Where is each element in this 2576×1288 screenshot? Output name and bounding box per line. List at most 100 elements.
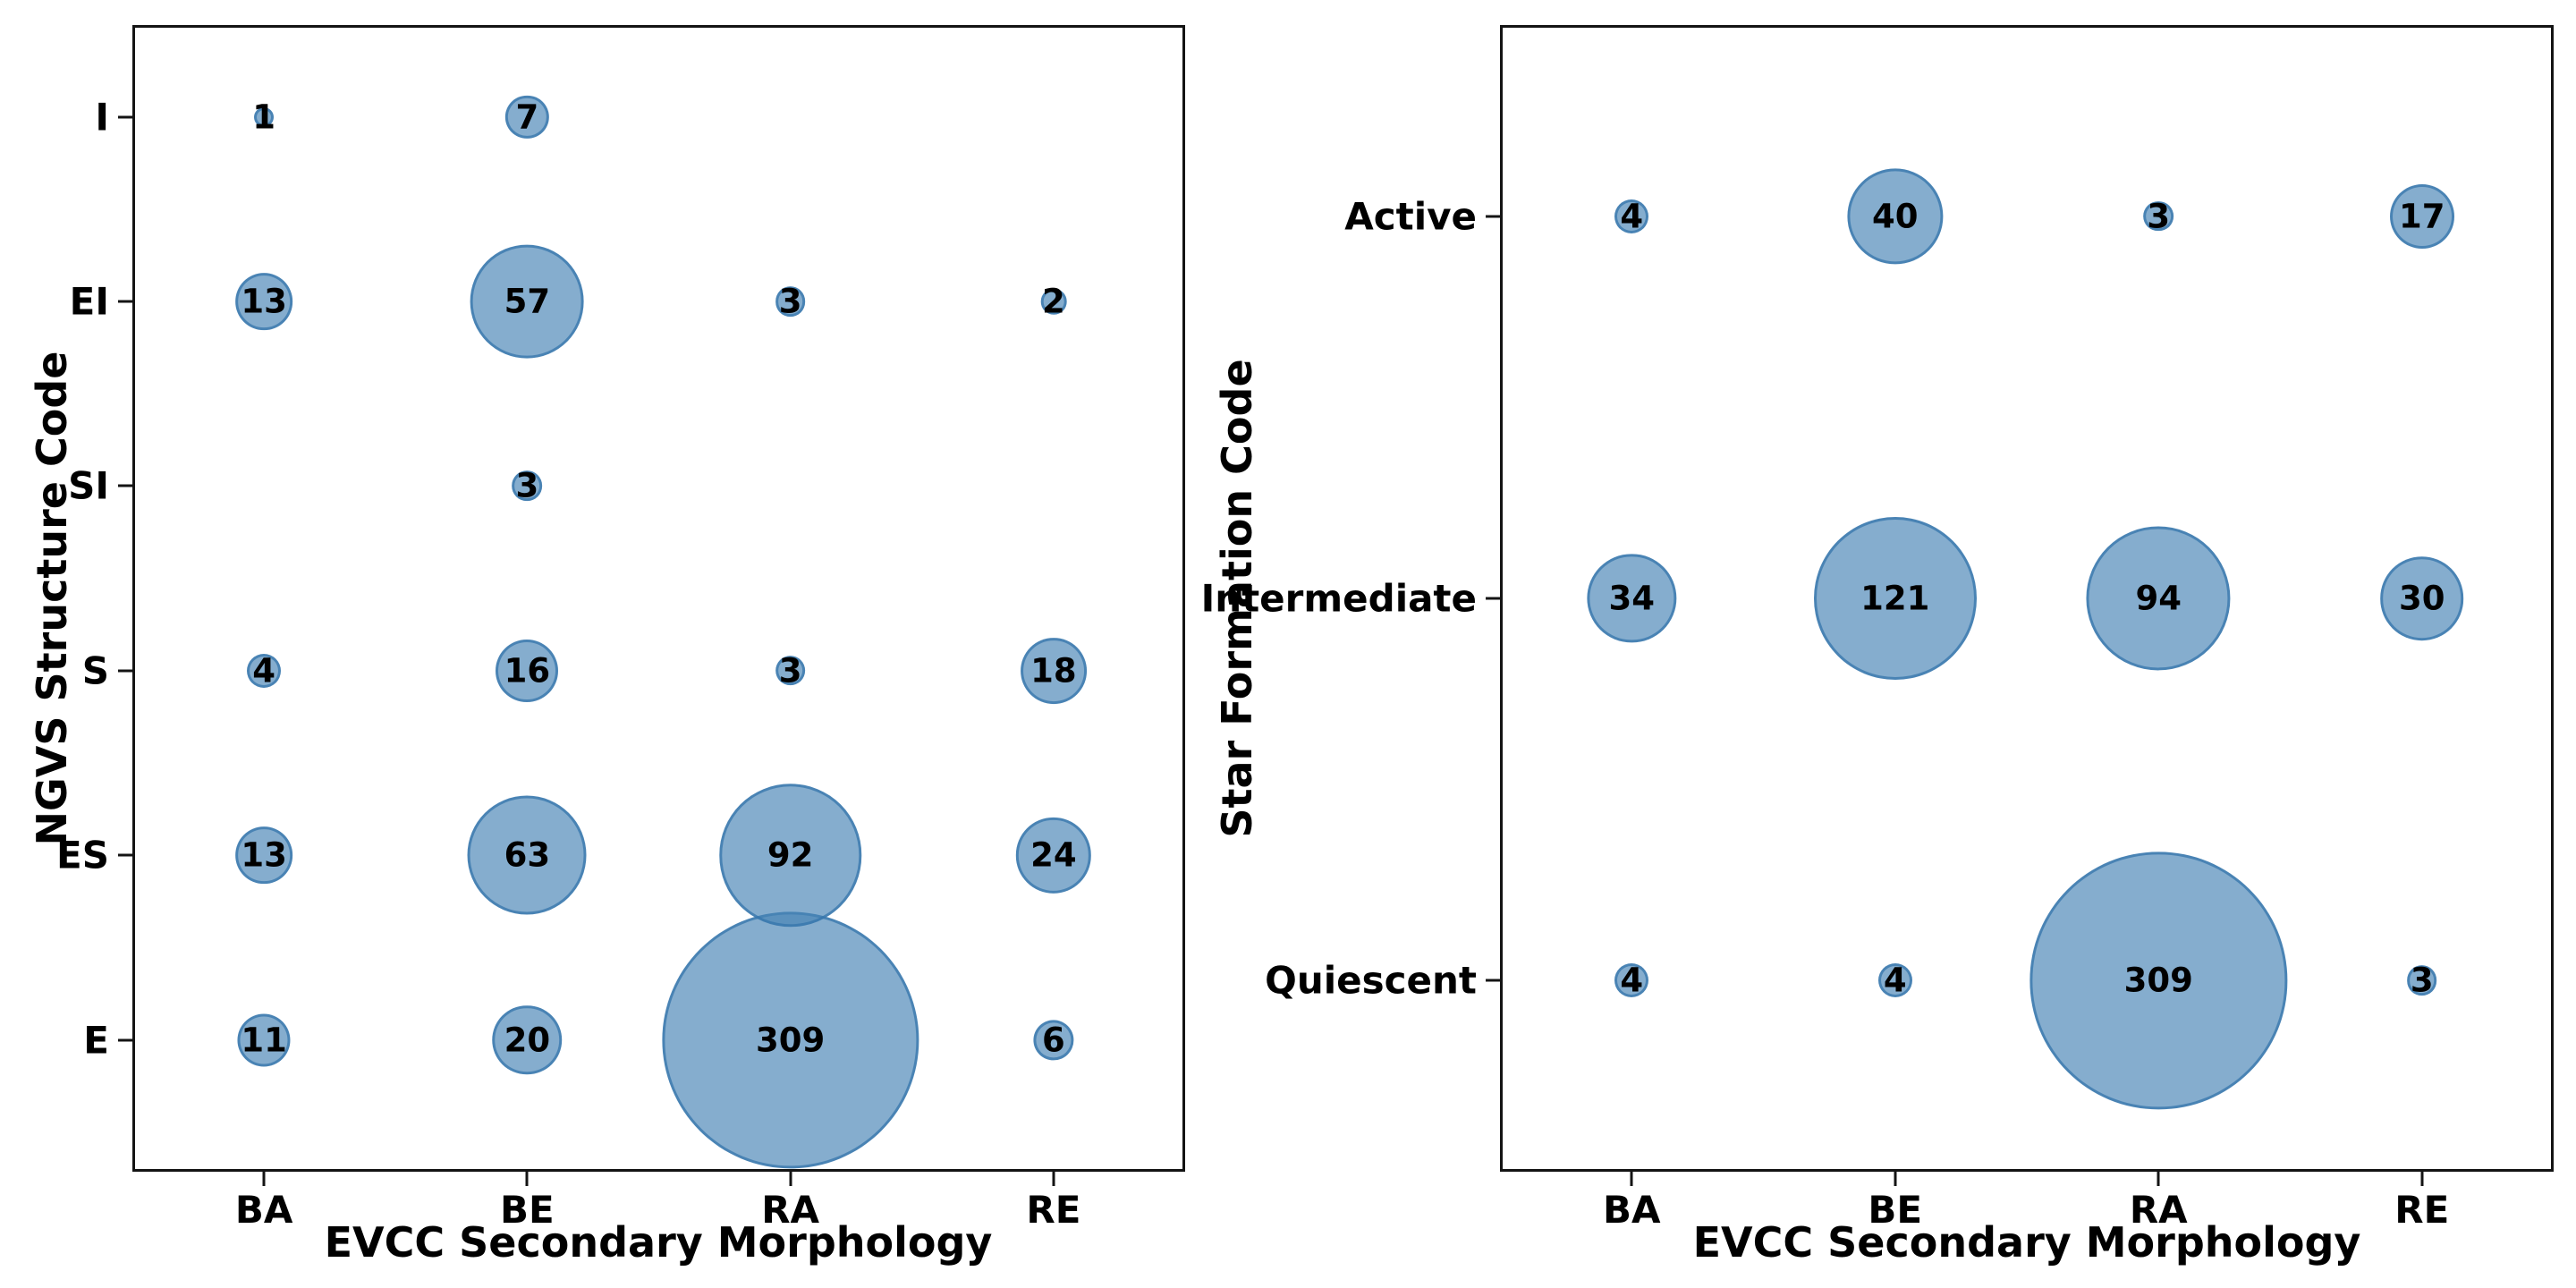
bubble-re-e bbox=[1033, 1019, 1074, 1061]
bubble-be-active bbox=[1847, 168, 1944, 265]
bubble-re-quiescent bbox=[2406, 965, 2437, 996]
y-tick bbox=[118, 300, 132, 303]
left-x-axis-title: EVCC Secondary Morphology bbox=[324, 1218, 993, 1267]
bubble-re-s bbox=[1020, 637, 1087, 704]
bubble-ra-e bbox=[662, 911, 919, 1169]
x-tick bbox=[1052, 1172, 1055, 1186]
bubble-ba-es bbox=[235, 826, 292, 884]
bubble-value-label: 4 bbox=[252, 651, 275, 691]
bubble-be-s bbox=[496, 639, 559, 702]
bubble-value-label: 4 bbox=[1883, 961, 1907, 1000]
bubble-value-label: 121 bbox=[1860, 579, 1930, 618]
bubble-ba-active bbox=[1614, 199, 1649, 233]
x-tick-label-ba: BA bbox=[1602, 1188, 1661, 1232]
bubble-value-label: 4 bbox=[1620, 961, 1644, 1000]
x-tick-label-re: RE bbox=[1026, 1188, 1081, 1232]
bubble-value-label: 94 bbox=[2135, 579, 2182, 618]
x-tick bbox=[1630, 1172, 1633, 1186]
bubble-be-e bbox=[492, 1004, 563, 1075]
bubble-value-label: 6 bbox=[1042, 1021, 1065, 1060]
bubble-value-label: 34 bbox=[1608, 579, 1656, 618]
bubble-value-label: 309 bbox=[2123, 961, 2193, 1000]
y-tick bbox=[118, 1038, 132, 1042]
bubble-re-intermediate bbox=[2379, 556, 2464, 640]
y-tick bbox=[118, 669, 132, 673]
bubble-be-es bbox=[467, 795, 587, 915]
y-tick-label-intermediate: Intermediate bbox=[1200, 576, 1477, 621]
x-tick-label-be: BE bbox=[1868, 1188, 1923, 1232]
y-tick bbox=[118, 115, 132, 119]
bubble-be-intermediate bbox=[1813, 517, 1977, 680]
bubble-ra-intermediate bbox=[2086, 526, 2231, 671]
y-tick-label-i: I bbox=[95, 95, 109, 140]
bubble-value-label: 30 bbox=[2399, 579, 2445, 618]
x-tick bbox=[789, 1172, 792, 1186]
left-y-axis-title: NGVS Structure Code bbox=[28, 351, 76, 846]
x-tick-label-be: BE bbox=[500, 1188, 555, 1232]
bubble-value-label: 3 bbox=[2410, 961, 2434, 1000]
y-tick bbox=[118, 484, 132, 487]
bubble-ba-i bbox=[254, 106, 275, 127]
x-tick bbox=[2420, 1172, 2424, 1186]
bubble-ba-intermediate bbox=[1587, 554, 1676, 643]
y-tick-label-es: ES bbox=[56, 833, 109, 877]
y-tick bbox=[118, 853, 132, 857]
bubble-value-label: 13 bbox=[241, 835, 287, 875]
x-tick-label-ba: BA bbox=[234, 1188, 293, 1232]
y-tick bbox=[1486, 215, 1500, 218]
bubble-value-label: 3 bbox=[515, 466, 539, 505]
x-tick bbox=[2157, 1172, 2160, 1186]
bubble-value-label: 63 bbox=[504, 835, 551, 875]
bubble-be-i bbox=[505, 95, 549, 139]
y-tick-label-s: S bbox=[81, 648, 109, 693]
bubble-value-label: 2 bbox=[1042, 282, 1065, 321]
bubble-value-label: 4 bbox=[1620, 197, 1644, 236]
bubble-value-label: 3 bbox=[778, 282, 802, 321]
y-tick-label-quiescent: Quiescent bbox=[1265, 958, 1477, 1003]
bubble-ra-ei bbox=[775, 286, 806, 317]
y-tick-label-ei: EI bbox=[69, 279, 109, 324]
bubble-be-ei bbox=[470, 244, 584, 359]
bubble-ra-active bbox=[2143, 200, 2174, 232]
y-tick bbox=[1486, 597, 1500, 600]
bubble-re-active bbox=[2389, 183, 2454, 249]
bubble-value-label: 7 bbox=[515, 97, 539, 137]
bubble-value-label: 57 bbox=[504, 282, 551, 321]
bubble-value-label: 16 bbox=[504, 651, 551, 691]
bubble-ra-es bbox=[718, 784, 862, 927]
bubble-value-label: 17 bbox=[2399, 197, 2445, 236]
bubble-be-quiescent bbox=[1877, 963, 1912, 998]
x-tick bbox=[262, 1172, 266, 1186]
x-tick bbox=[1894, 1172, 1897, 1186]
y-tick-label-si: SI bbox=[68, 463, 109, 508]
x-tick-label-ra: RA bbox=[2129, 1188, 2188, 1232]
bubble-value-label: 92 bbox=[767, 835, 814, 875]
y-tick-label-active: Active bbox=[1344, 194, 1477, 239]
bubble-value-label: 3 bbox=[2147, 197, 2171, 236]
bubble-ba-e bbox=[237, 1013, 291, 1067]
x-tick-label-re: RE bbox=[2394, 1188, 2450, 1232]
bubble-ba-ei bbox=[235, 273, 292, 330]
bubble-value-label: 11 bbox=[241, 1021, 287, 1060]
x-tick bbox=[525, 1172, 529, 1186]
bubble-value-label: 40 bbox=[1872, 197, 1919, 236]
bubble-re-ei bbox=[1040, 288, 1067, 315]
bubble-value-label: 1 bbox=[252, 97, 275, 137]
bubble-re-es bbox=[1015, 817, 1092, 894]
bubble-value-label: 3 bbox=[778, 651, 802, 691]
bubble-value-label: 20 bbox=[504, 1021, 551, 1060]
structure-code-bubble-plot bbox=[132, 25, 1185, 1172]
bubble-be-si bbox=[512, 470, 543, 502]
y-tick-label-e: E bbox=[83, 1018, 109, 1063]
y-tick bbox=[1486, 979, 1500, 982]
bubble-value-label: 24 bbox=[1030, 835, 1077, 875]
bubble-value-label: 13 bbox=[241, 282, 287, 321]
bubble-value-label: 18 bbox=[1030, 651, 1077, 691]
bubble-ba-s bbox=[247, 653, 282, 688]
bubble-ra-s bbox=[775, 655, 806, 686]
bubble-ra-quiescent bbox=[2029, 852, 2287, 1109]
x-tick-label-ra: RA bbox=[761, 1188, 820, 1232]
right-x-axis-title: EVCC Secondary Morphology bbox=[1692, 1218, 2361, 1267]
bubble-ba-quiescent bbox=[1614, 963, 1649, 998]
